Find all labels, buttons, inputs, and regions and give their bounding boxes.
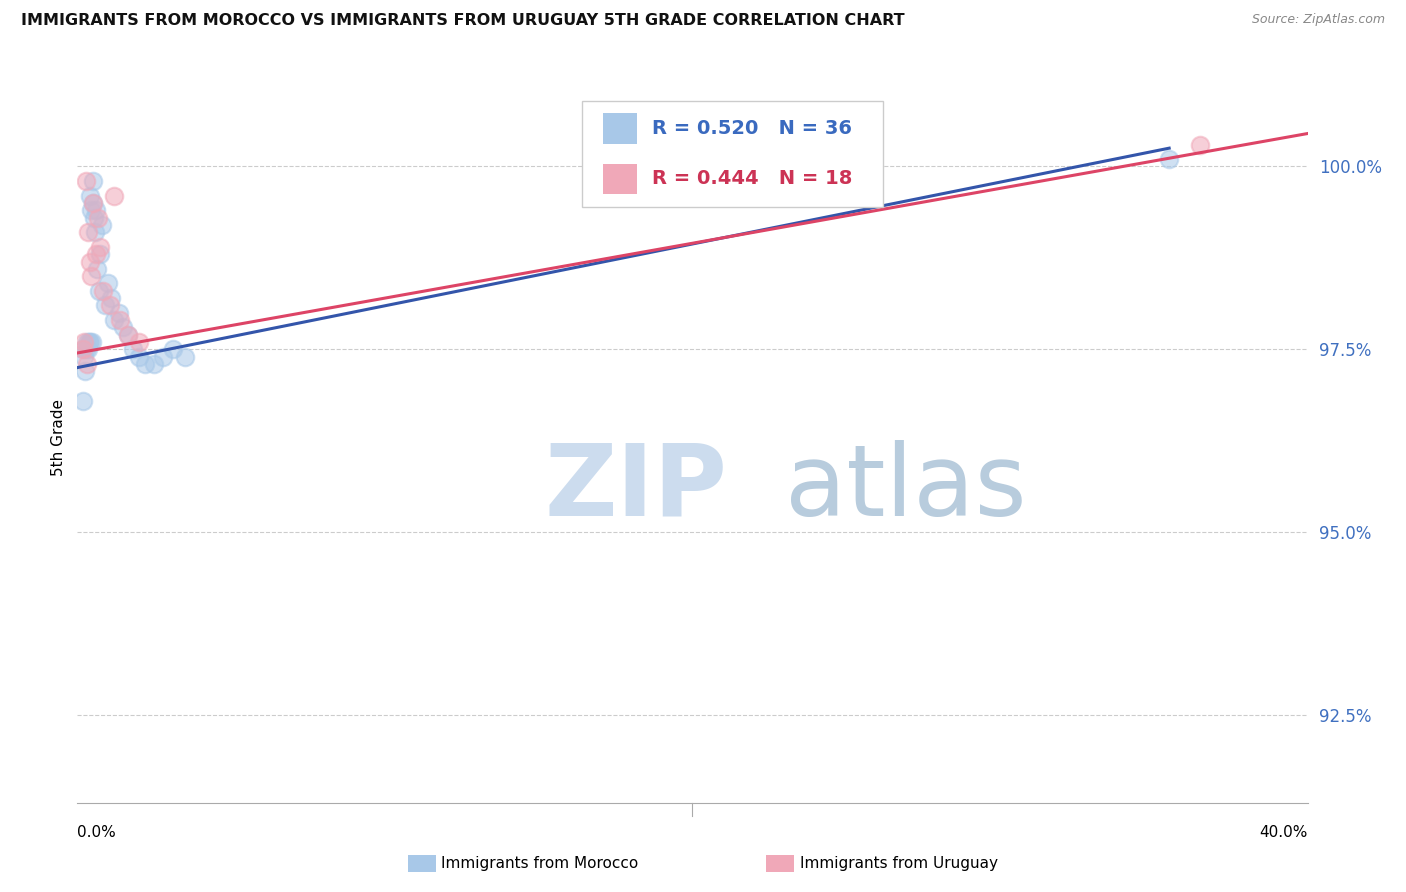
Point bbox=[83, 211, 105, 225]
Point bbox=[89, 247, 111, 261]
Point bbox=[76, 334, 98, 349]
Text: IMMIGRANTS FROM MOROCCO VS IMMIGRANTS FROM URUGUAY 5TH GRADE CORRELATION CHART: IMMIGRANTS FROM MOROCCO VS IMMIGRANTS FR… bbox=[21, 13, 904, 29]
Point bbox=[77, 343, 100, 357]
FancyBboxPatch shape bbox=[582, 101, 883, 207]
Point bbox=[84, 247, 107, 261]
Point bbox=[73, 364, 96, 378]
Point bbox=[94, 298, 117, 312]
Point bbox=[162, 343, 184, 357]
Text: ZIP: ZIP bbox=[546, 440, 728, 537]
Point bbox=[75, 174, 97, 188]
Point bbox=[73, 350, 96, 364]
FancyBboxPatch shape bbox=[603, 113, 637, 144]
Point bbox=[72, 343, 94, 357]
Point bbox=[80, 269, 103, 284]
Point bbox=[77, 225, 100, 239]
Point bbox=[87, 211, 110, 225]
Text: R = 0.444   N = 18: R = 0.444 N = 18 bbox=[652, 169, 852, 188]
Text: Immigrants from Morocco: Immigrants from Morocco bbox=[441, 856, 638, 871]
Text: 0.0%: 0.0% bbox=[77, 825, 117, 839]
Point bbox=[128, 350, 150, 364]
Point bbox=[79, 188, 101, 202]
Point bbox=[84, 225, 107, 239]
Point bbox=[84, 203, 107, 218]
Point bbox=[77, 334, 100, 349]
Point bbox=[73, 334, 96, 349]
Text: Immigrants from Uruguay: Immigrants from Uruguay bbox=[800, 856, 998, 871]
Text: R = 0.520   N = 36: R = 0.520 N = 36 bbox=[652, 119, 852, 138]
FancyBboxPatch shape bbox=[603, 163, 637, 194]
Point bbox=[97, 277, 120, 291]
Point bbox=[1188, 137, 1211, 152]
Point bbox=[112, 320, 135, 334]
Point bbox=[79, 254, 101, 268]
Point bbox=[93, 284, 115, 298]
Point bbox=[121, 343, 143, 357]
Point bbox=[76, 357, 98, 371]
Point bbox=[80, 203, 103, 218]
Point bbox=[82, 196, 104, 211]
Point bbox=[100, 291, 122, 305]
Point bbox=[89, 240, 111, 254]
Point bbox=[108, 306, 131, 320]
Point bbox=[82, 196, 104, 211]
Point bbox=[79, 334, 101, 349]
Point bbox=[87, 284, 110, 298]
Point bbox=[75, 343, 97, 357]
Text: 40.0%: 40.0% bbox=[1260, 825, 1308, 839]
Point bbox=[117, 327, 139, 342]
Text: atlas: atlas bbox=[785, 440, 1026, 537]
Point bbox=[98, 298, 121, 312]
Point bbox=[117, 327, 139, 342]
Point bbox=[152, 350, 174, 364]
Point bbox=[82, 334, 104, 349]
Point bbox=[72, 393, 94, 408]
Point bbox=[134, 357, 156, 371]
Point bbox=[86, 261, 108, 276]
Point bbox=[110, 313, 132, 327]
Point bbox=[90, 218, 114, 232]
Point bbox=[72, 343, 94, 357]
Point bbox=[174, 350, 197, 364]
Point bbox=[82, 174, 104, 188]
Point bbox=[1159, 152, 1181, 166]
Point bbox=[103, 188, 125, 202]
Point bbox=[128, 334, 150, 349]
Point bbox=[103, 313, 125, 327]
Y-axis label: 5th Grade: 5th Grade bbox=[51, 399, 66, 475]
Text: Source: ZipAtlas.com: Source: ZipAtlas.com bbox=[1251, 13, 1385, 27]
Point bbox=[143, 357, 166, 371]
